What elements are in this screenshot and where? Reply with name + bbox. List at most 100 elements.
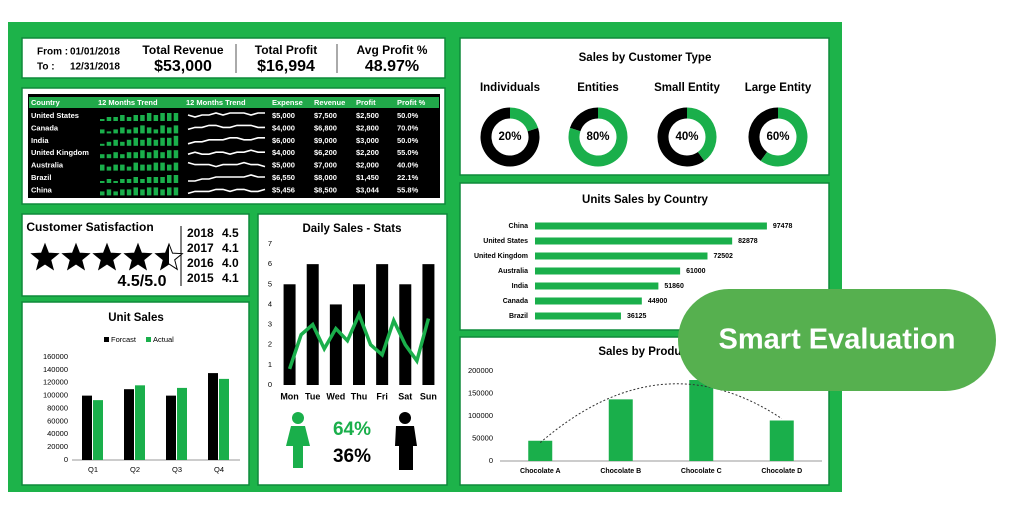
- bar: [689, 380, 714, 461]
- column-header: Expense: [272, 98, 303, 107]
- bar: [353, 284, 365, 385]
- y-tick-label: 80000: [47, 403, 68, 412]
- y-tick-label: India: [512, 283, 528, 290]
- spark-bar: [140, 179, 145, 183]
- spark-bar: [100, 143, 105, 146]
- kpi-value: $53,000: [154, 58, 212, 75]
- cell: $3,044: [356, 185, 380, 194]
- donut-label: 40%: [675, 131, 698, 143]
- y-tick-label: 50000: [472, 433, 493, 442]
- year: 2016: [187, 256, 214, 270]
- panel: [21, 37, 446, 79]
- bar: [535, 222, 767, 230]
- spark-line: [187, 112, 265, 118]
- spark-bar: [100, 191, 105, 196]
- bar: [82, 395, 92, 460]
- value-label: 36125: [627, 313, 647, 320]
- donut-value: [686, 107, 717, 161]
- cell: $5,000: [272, 161, 295, 170]
- cell: $6,200: [314, 148, 337, 157]
- y-tick-label: 150000: [468, 388, 493, 397]
- spark-bar: [173, 187, 179, 196]
- x-tick-label: Chocolate D: [761, 468, 802, 475]
- donut-rest: [657, 107, 705, 167]
- donut-category: Small Entity: [654, 82, 720, 94]
- cell: 70.0%: [397, 123, 419, 132]
- badge-text[interactable]: Smart Evaluation: [719, 324, 956, 356]
- table-header-bg: [29, 97, 439, 108]
- share: 64%: [333, 419, 371, 440]
- y-tick-label: 3: [268, 320, 272, 329]
- spark-bar: [126, 189, 132, 196]
- spark-bar: [126, 117, 132, 121]
- y-tick-label: Canada: [503, 298, 528, 305]
- cell: 50.0%: [397, 136, 419, 145]
- country: India: [31, 136, 49, 145]
- cell: $6,000: [272, 136, 295, 145]
- x-tick-label: Q4: [214, 465, 224, 474]
- x-tick-label: Chocolate C: [681, 468, 722, 475]
- to-date: 12/31/2018: [70, 62, 120, 73]
- spark-bar: [100, 154, 105, 159]
- spark-bar: [106, 154, 112, 159]
- bar: [535, 252, 708, 260]
- cell: $4,000: [272, 123, 295, 132]
- cell: $3,000: [356, 136, 379, 145]
- spark-bar: [173, 162, 179, 171]
- x-tick-label: Chocolate B: [600, 468, 641, 475]
- legend-swatch: [104, 337, 109, 342]
- spark-bar: [106, 141, 112, 146]
- spark-bar: [100, 164, 105, 171]
- bar: [528, 440, 553, 461]
- spark-bar: [106, 189, 112, 196]
- bar: [219, 378, 229, 460]
- x-tick-label: Q2: [130, 465, 140, 474]
- spark-bar: [167, 187, 172, 196]
- spark-bar: [140, 189, 145, 196]
- column-header: Country: [31, 98, 61, 107]
- badge[interactable]: [678, 289, 996, 391]
- spark-bar: [146, 177, 152, 183]
- bar: [608, 399, 633, 461]
- cell: $2,500: [356, 111, 379, 120]
- spark-bar: [167, 150, 172, 159]
- bar: [283, 284, 296, 385]
- country: United States: [31, 111, 79, 120]
- spark-bar: [133, 115, 138, 121]
- spark-bar: [133, 177, 138, 183]
- spark-bar: [173, 135, 179, 146]
- spark-bar: [153, 115, 159, 121]
- male-icon: [395, 412, 417, 470]
- spark-bar: [160, 113, 165, 121]
- column-header: Revenue: [314, 98, 345, 107]
- y-tick-label: Australia: [498, 268, 528, 275]
- x-tick-label: Wed: [326, 391, 345, 401]
- rating-label: 4.5/5.0: [118, 273, 167, 290]
- spark-bar: [113, 191, 118, 196]
- spark-bar: [113, 139, 118, 146]
- table-bg: [28, 94, 440, 198]
- spark-bar: [133, 187, 138, 196]
- trendline: [539, 383, 783, 444]
- x-tick-label: Tue: [305, 391, 320, 401]
- line: [287, 309, 431, 370]
- x-tick-label: Fri: [376, 391, 388, 401]
- y-tick-label: 140000: [43, 365, 68, 374]
- year: 2018: [187, 226, 214, 240]
- column-header: Profit %: [397, 98, 426, 107]
- column-header: 12 Months Trend: [98, 98, 158, 107]
- column-header: Profit: [356, 98, 376, 107]
- country: Brazil: [31, 173, 51, 182]
- spark-bar: [133, 152, 138, 159]
- spark-bar: [126, 129, 132, 134]
- y-tick-label: Brazil: [509, 313, 528, 320]
- x-tick-label: Chocolate A: [520, 468, 561, 475]
- kpi-value: 48.97%: [365, 58, 419, 75]
- bar: [376, 264, 389, 385]
- spark-bar: [100, 181, 105, 183]
- year: 2017: [187, 241, 214, 255]
- y-tick-label: 160000: [43, 352, 68, 361]
- country: Canada: [31, 123, 59, 132]
- value-label: 44900: [648, 298, 668, 305]
- y-tick-label: 20000: [47, 442, 68, 451]
